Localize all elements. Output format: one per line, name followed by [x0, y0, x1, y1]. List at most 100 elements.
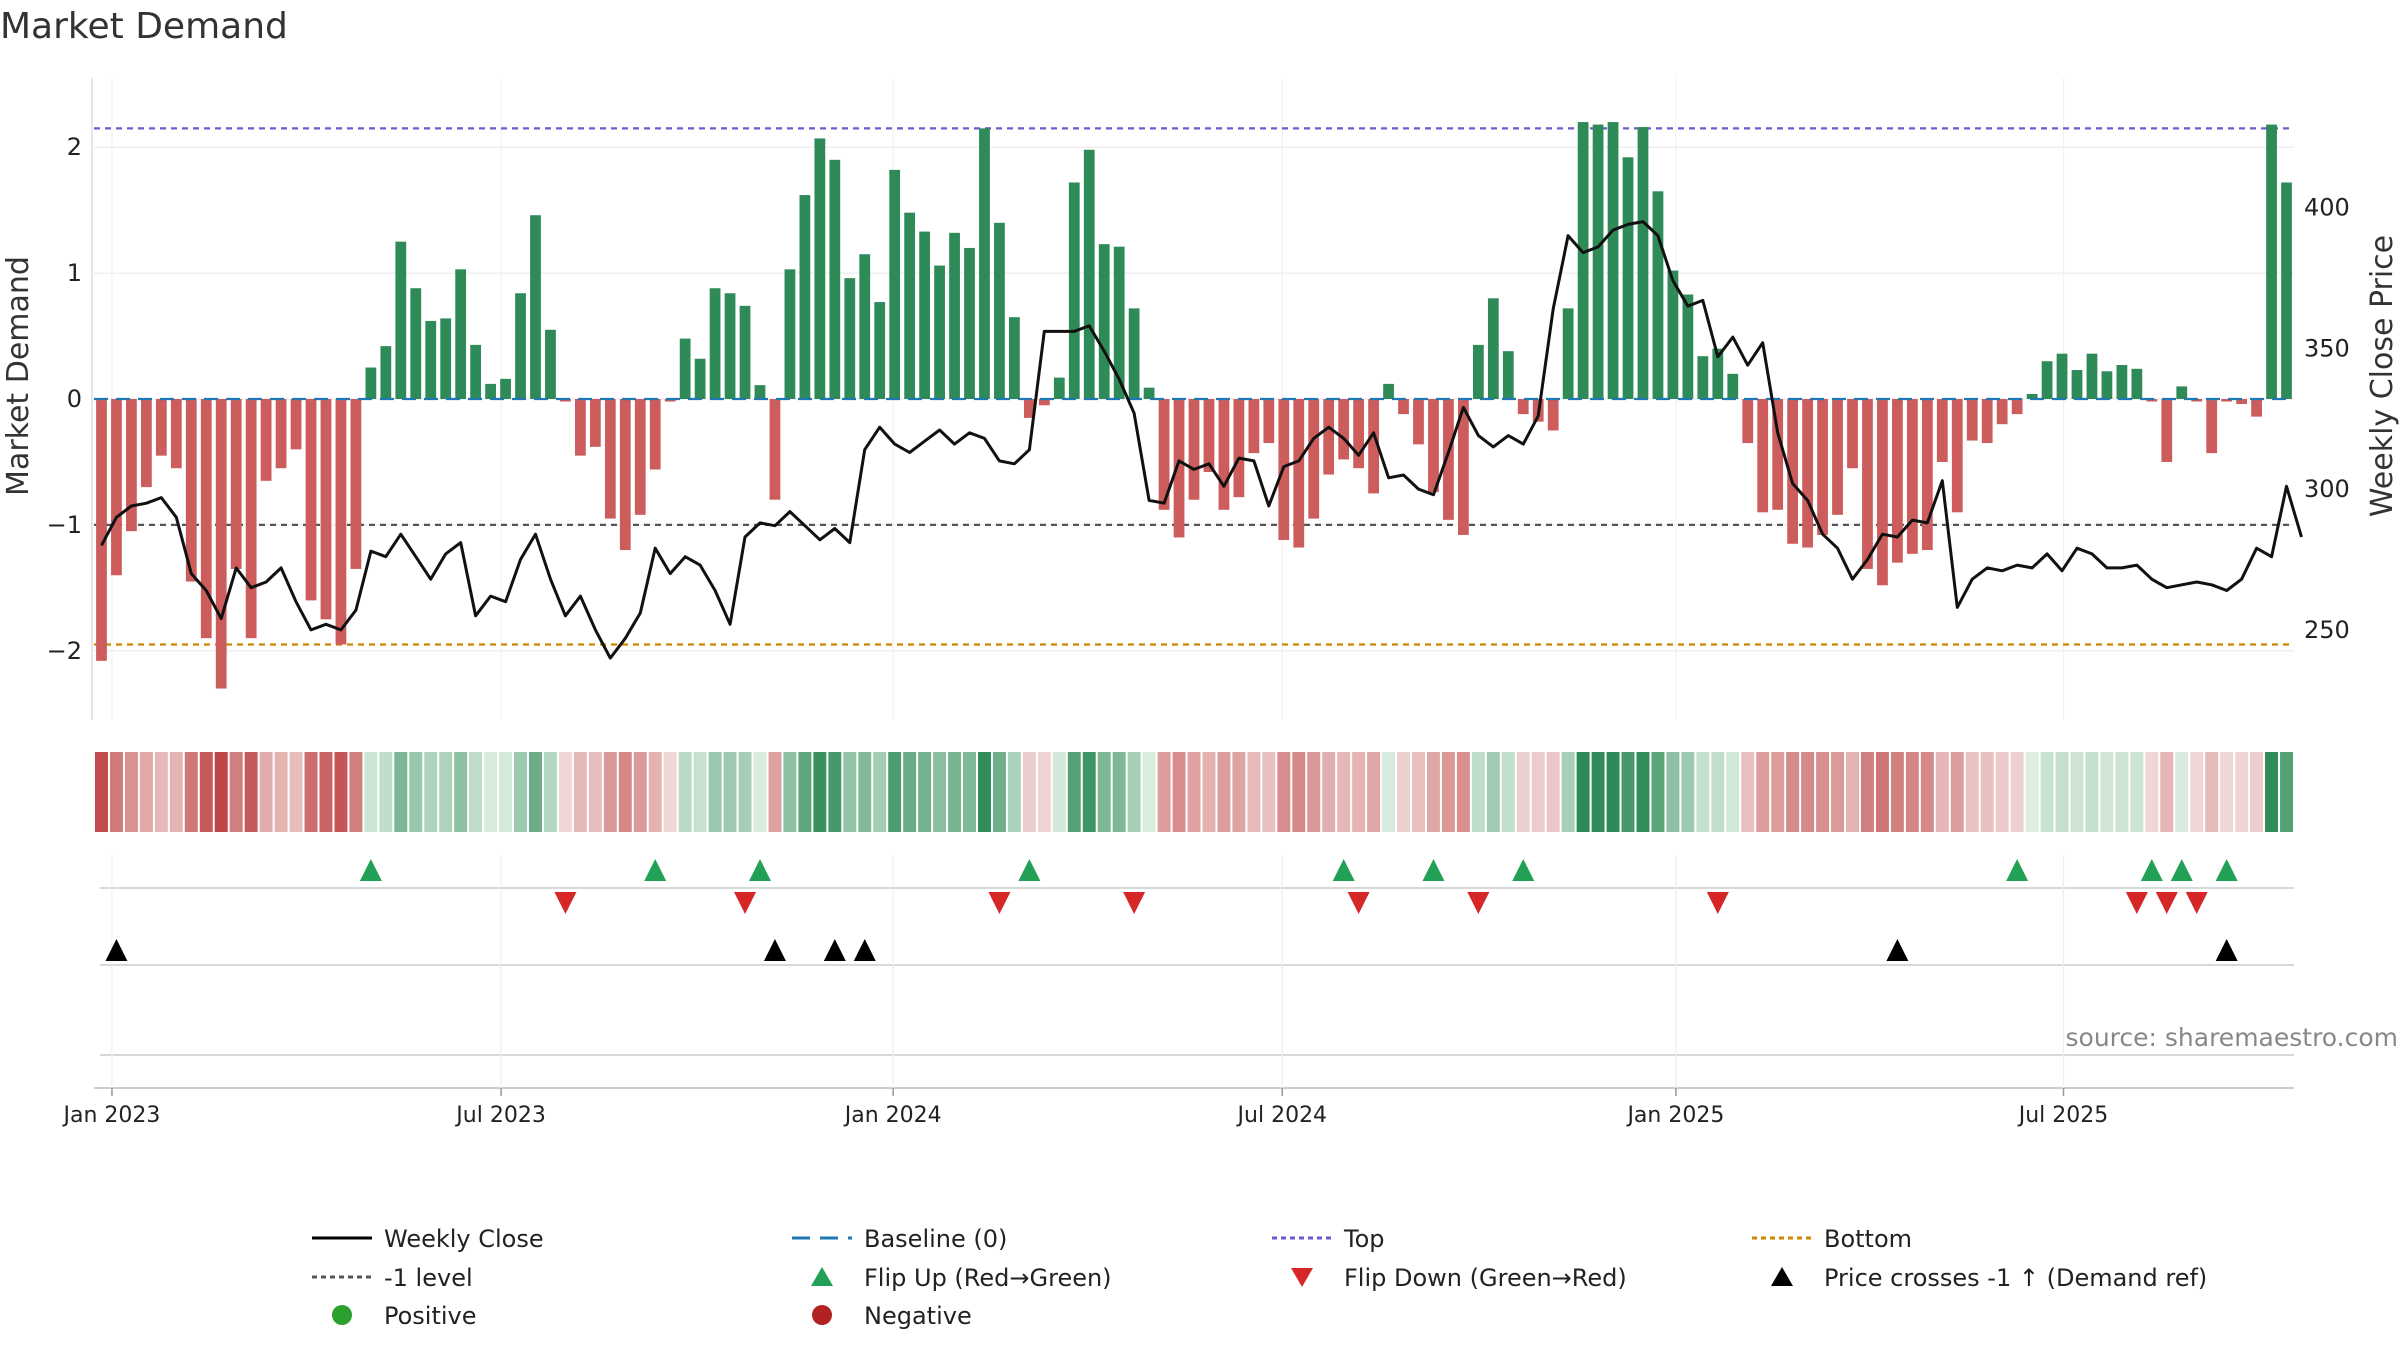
demand-bar: [470, 344, 482, 399]
demand-heat-cell: [2160, 752, 2174, 832]
demand-bar: [784, 269, 796, 399]
demand-bar: [1787, 399, 1799, 544]
y-tick-right: 400: [2304, 194, 2350, 222]
flip-down-marker: [1123, 892, 1146, 914]
demand-bar: [155, 399, 167, 456]
demand-bar: [1712, 348, 1724, 399]
demand-heat-cell: [1890, 752, 1904, 832]
demand-heat-cell: [573, 752, 587, 832]
legend-item: -1 level: [312, 1264, 473, 1292]
demand-heat-cell: [2175, 752, 2189, 832]
demand-heat-cell: [977, 752, 991, 832]
demand-bar: [1143, 387, 1155, 399]
flip-down-marker: [734, 892, 757, 914]
demand-bar: [604, 399, 616, 519]
demand-heat-cell: [948, 752, 962, 832]
demand-heat-cell: [828, 752, 842, 832]
demand-heat-cell: [1112, 752, 1126, 832]
demand-bar: [919, 231, 930, 399]
legend-label: Top: [1343, 1225, 1385, 1253]
demand-heat-cell: [1875, 752, 1889, 832]
demand-bar: [1009, 317, 1020, 399]
legend-item: Price crosses -1 ↑ (Demand ref): [1771, 1264, 2207, 1292]
legend-circle-icon: [332, 1305, 352, 1325]
flip-up-marker: [1332, 859, 1355, 881]
demand-heat-cell: [334, 752, 348, 832]
demand-heat-cell: [1097, 752, 1111, 832]
demand-bar: [2176, 386, 2188, 399]
demand-bar: [1637, 127, 1649, 399]
demand-heat-cell: [1666, 752, 1680, 832]
demand-heat-cell: [1082, 752, 1096, 832]
demand-heat-cell: [109, 752, 123, 832]
legend-item: Positive: [332, 1302, 477, 1330]
demand-bar: [1158, 399, 1170, 510]
demand-heat-cell: [1711, 752, 1725, 832]
demand-heat-cell: [2055, 752, 2069, 832]
demand-heat-cell: [813, 752, 827, 832]
demand-heat-cell: [723, 752, 737, 832]
demand-bar: [1353, 399, 1365, 469]
y-tick-right: 350: [2304, 334, 2350, 362]
demand-bar: [530, 215, 541, 399]
legend-label: Flip Up (Red→Green): [864, 1264, 1112, 1292]
demand-heat-cell: [1501, 752, 1515, 832]
demand-heat-cell: [1352, 752, 1366, 832]
demand-bar: [515, 293, 526, 399]
demand-heat-cell: [304, 752, 318, 832]
demand-heat-cell: [1172, 752, 1186, 832]
demand-bar: [1338, 399, 1350, 460]
demand-bar: [170, 399, 182, 469]
demand-heat-cell: [529, 752, 542, 832]
demand-heat-cell: [858, 752, 872, 832]
demand-heat-cell: [1232, 752, 1246, 832]
x-tick-label: Jan 2025: [1625, 1103, 1724, 1128]
demand-bar: [185, 399, 197, 582]
demand-heat-cell: [124, 752, 138, 832]
demand-heat-cell: [1756, 752, 1770, 832]
demand-bar: [2026, 393, 2038, 399]
flip-down-marker: [1467, 892, 1490, 914]
demand-heat-cell: [1456, 752, 1470, 832]
demand-heat-cell: [933, 752, 947, 832]
demand-heat-cell: [903, 752, 917, 832]
demand-bar: [1847, 399, 1858, 469]
demand-bar: [560, 399, 571, 402]
demand-heat-cell: [1726, 752, 1740, 832]
demand-heat-cell: [1741, 752, 1755, 832]
demand-bar: [500, 378, 511, 399]
demand-bar: [2011, 399, 2023, 415]
demand-bar: [724, 293, 736, 399]
demand-bar: [335, 399, 347, 645]
demand-bar: [1772, 399, 1784, 510]
demand-heat-cell: [95, 752, 108, 832]
demand-bar: [1218, 399, 1230, 510]
demand-heat-cell: [499, 752, 513, 832]
flip-down-marker: [2155, 892, 2178, 914]
demand-heat-cell: [514, 752, 528, 832]
legend-label: Flip Down (Green→Red): [1344, 1264, 1627, 1292]
demand-bar: [1862, 399, 1873, 569]
demand-bar: [1757, 399, 1769, 513]
demand-bar: [1293, 399, 1305, 548]
demand-bar: [425, 320, 437, 399]
demand-heat-cell: [1307, 752, 1321, 832]
demand-bar: [1742, 399, 1754, 444]
demand-bar: [1966, 399, 1978, 441]
demand-bar: [1682, 294, 1694, 399]
demand-bar: [1577, 122, 1589, 399]
demand-bar: [245, 399, 257, 639]
y-tick-left: 1: [67, 259, 82, 287]
demand-bar: [96, 399, 107, 661]
demand-heat-cell: [1576, 752, 1590, 832]
demand-heat-cell: [1935, 752, 1949, 832]
demand-heat-cell: [2025, 752, 2039, 832]
demand-heat-cell: [454, 752, 468, 832]
demand-heat-cell: [1022, 752, 1036, 832]
demand-heat-cell: [1786, 752, 1800, 832]
demand-bar: [126, 399, 137, 532]
demand-bar: [290, 399, 302, 450]
demand-heat-cell: [1322, 752, 1336, 832]
demand-bar: [649, 399, 661, 470]
demand-bar: [1038, 399, 1050, 406]
